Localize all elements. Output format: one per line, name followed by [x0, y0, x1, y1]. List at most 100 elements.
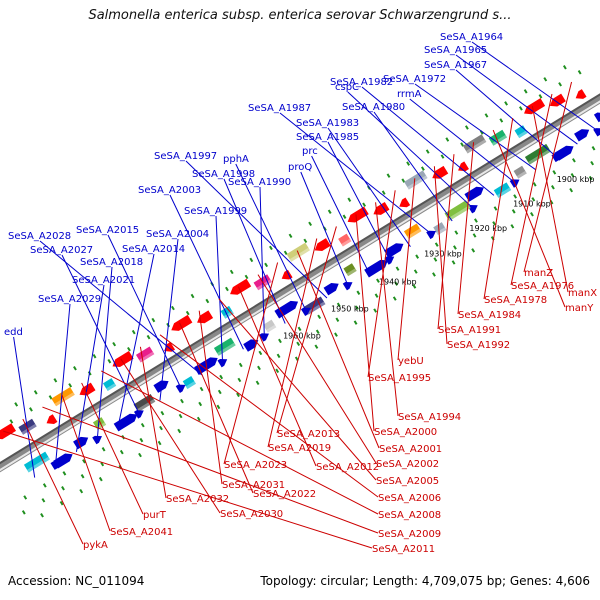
tick-mark [433, 257, 438, 262]
tick-mark [40, 513, 44, 518]
reverse-leader [437, 154, 455, 330]
reverse-gene [399, 197, 411, 208]
tick-mark [180, 398, 184, 404]
gene-arrow [113, 413, 138, 432]
scale-label: 1900 kbp [557, 175, 595, 184]
forward-leader [223, 178, 286, 324]
tick-mark [131, 329, 136, 335]
reverse-gene-label: SeSA_A1976 [511, 281, 574, 292]
tick-mark [79, 488, 84, 494]
tick-mark [216, 404, 221, 410]
tick-mark [493, 206, 498, 211]
gene-block-shine [185, 381, 196, 389]
accession-label: Accession: NC_011094 [8, 574, 145, 588]
tick-mark [62, 471, 67, 476]
tick-mark [297, 326, 302, 332]
forward-gene [342, 281, 353, 291]
tick-mark [249, 257, 254, 263]
tick-mark [464, 125, 469, 130]
forward-leader [471, 41, 599, 132]
tick-mark [159, 425, 163, 431]
forward-leader [75, 284, 105, 452]
forward-gene-label: SeSA_A1983 [296, 118, 359, 129]
reverse-gene-label: SeSA_A2002 [376, 459, 439, 470]
tick-mark [551, 185, 555, 190]
forward-labels: SeSA_A1964 SeSA_A1965 SeSA_A1967 SeSA_A1972… [4, 32, 599, 478]
forward-gene-label: SeSA_A1987 [248, 103, 311, 114]
reverse-gene-label: SeSA_A2012 [316, 462, 379, 473]
forward-gene [467, 205, 478, 214]
reverse-gene-label: SeSA_A2008 [378, 510, 441, 521]
tick-mark [381, 190, 386, 195]
forward-gene [343, 263, 357, 277]
gene-block [102, 378, 117, 391]
reverse-leader [100, 370, 379, 515]
gene-arrow [549, 93, 566, 107]
tick-mark [73, 366, 77, 371]
reverse-gene [514, 125, 528, 139]
tick-mark [518, 106, 523, 111]
reverse-leader [120, 358, 221, 514]
gene-block [182, 376, 196, 389]
gene-block-shine [466, 139, 487, 154]
gene-block [338, 233, 352, 247]
gene-block [513, 165, 527, 179]
reverse-leader [267, 238, 318, 448]
tick-mark [258, 350, 263, 356]
forward-gene [323, 283, 339, 296]
tick-mark [530, 212, 534, 217]
tick-mark [244, 274, 249, 280]
tick-mark [511, 209, 516, 214]
tick-mark [460, 142, 464, 147]
tick-mark [185, 310, 190, 316]
gene-arrow [384, 256, 395, 265]
forward-gene [593, 128, 600, 137]
tick-mark [80, 474, 85, 479]
tick-mark [394, 281, 399, 286]
forward-gene-label: SeSA_A1964 [440, 32, 503, 43]
gene-block [213, 337, 236, 356]
tick-mark [269, 245, 273, 251]
reverse-leader [457, 142, 475, 315]
tick-mark [294, 356, 299, 361]
tick-mark [61, 486, 65, 491]
reverse-gene-label: SeSA_A2006 [378, 493, 441, 504]
tick-mark [146, 334, 151, 340]
gene-arrow [50, 461, 61, 470]
reverse-gene [197, 310, 214, 324]
tick-mark [196, 416, 201, 422]
forward-gene-label: SeSA_A2018 [80, 257, 143, 268]
tick-mark [588, 175, 593, 181]
reverse-gene [0, 423, 17, 440]
tick-mark [53, 378, 58, 383]
reverse-gene [488, 129, 508, 146]
gene-arrow [593, 112, 600, 123]
gene-arrow [171, 314, 193, 331]
tick-mark [119, 449, 124, 455]
reverse-leader [237, 286, 317, 467]
tick-mark [275, 368, 280, 374]
genome-summary: Topology: circular; Length: 4,709,075 bp… [260, 574, 590, 588]
forward-gene [300, 307, 311, 317]
forward-leader [279, 112, 432, 235]
tick-mark [255, 380, 260, 386]
tick-mark [138, 452, 142, 458]
tick-mark [327, 209, 332, 214]
reverse-gene [171, 314, 193, 331]
tick-mark [504, 101, 508, 106]
reverse-leader [42, 406, 379, 534]
reverse-gene-label: SeSA_A2019 [268, 443, 331, 454]
reverse-gene [281, 269, 293, 280]
tick-mark [278, 338, 282, 344]
gene-block-shine [27, 456, 50, 473]
tick-mark [558, 82, 562, 87]
tick-mark [205, 298, 210, 304]
gene-arrow [384, 243, 404, 259]
gene-block [133, 393, 156, 413]
tick-mark [107, 358, 112, 364]
tick-mark [412, 284, 417, 289]
gene-arrow [426, 230, 436, 240]
tick-mark [9, 419, 14, 424]
